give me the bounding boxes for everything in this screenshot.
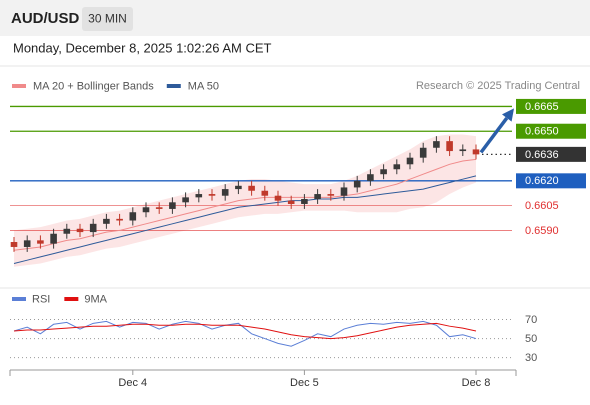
- legend-label: RSI: [32, 293, 50, 305]
- level-box: [516, 123, 586, 139]
- level-box: [516, 146, 586, 162]
- legend-swatch: [12, 297, 26, 301]
- legend-swatch: [166, 84, 181, 88]
- candle-body: [103, 218, 110, 224]
- level-label: 0.6590: [525, 225, 559, 237]
- rsi-tick-label: 50: [525, 333, 537, 345]
- candle-body: [23, 240, 31, 247]
- candle-body: [274, 195, 282, 201]
- ma-line: [13, 158, 477, 251]
- candle-body: [10, 242, 18, 247]
- candle-body: [142, 207, 150, 213]
- candle-body: [380, 169, 387, 175]
- level-box: [516, 98, 586, 114]
- candle-body: [89, 223, 97, 233]
- candle-body: [235, 185, 242, 190]
- candle-body: [37, 240, 44, 244]
- candle-body: [116, 218, 123, 221]
- candle-body: [182, 197, 189, 203]
- legend-label: 9MA: [84, 293, 107, 305]
- candle-body: [76, 228, 84, 233]
- candle-body: [63, 228, 71, 234]
- candle-body: [419, 147, 427, 158]
- level-label: 0.6605: [525, 200, 559, 212]
- source: Research © 2025 Trading Central: [416, 80, 580, 92]
- interval[interactable]: 30 MIN: [88, 12, 127, 26]
- legend-swatch: [64, 297, 79, 301]
- level-label: 0.6650: [525, 126, 559, 138]
- bollinger-band: [14, 134, 476, 267]
- candle-body: [287, 200, 295, 204]
- candle-body: [393, 164, 401, 170]
- level-box: [516, 173, 586, 189]
- candle-body: [248, 185, 255, 191]
- candle-body: [221, 189, 229, 196]
- candle-body: [50, 233, 57, 244]
- symbol: AUD/USD: [11, 10, 80, 27]
- legend-swatch: [12, 84, 26, 88]
- rsi-line: [13, 320, 477, 347]
- candle-body: [472, 149, 480, 155]
- forecast-arrowhead: [501, 108, 514, 122]
- x-tick-label: Dec 5: [290, 377, 319, 389]
- candle-body: [301, 199, 308, 204]
- level-label: 0.6665: [525, 101, 559, 113]
- candle-body: [261, 190, 269, 196]
- timestamp: Monday, December 8, 2025 1:02:26 AM CET: [13, 40, 272, 55]
- level-label: 0.6620: [525, 175, 559, 187]
- candle-body: [433, 141, 440, 148]
- candle-body: [314, 194, 321, 200]
- candle-body: [208, 194, 216, 196]
- candle-body: [446, 141, 453, 152]
- interval-badge: [82, 7, 133, 31]
- rsi-tick-label: 30: [525, 352, 537, 364]
- candle-body: [340, 187, 348, 196]
- legend-label: MA 50: [188, 80, 219, 92]
- forecast-arrow: [479, 116, 509, 154]
- candle-body: [129, 212, 137, 221]
- ma-line: [13, 175, 477, 264]
- legend-label: MA 20 + Bollinger Bands: [33, 80, 154, 92]
- candle-body: [169, 202, 176, 209]
- candle-body: [353, 180, 361, 188]
- candle-body: [195, 194, 203, 198]
- level-label: 0.6636: [525, 149, 559, 161]
- candle-body: [327, 194, 335, 196]
- x-tick-label: Dec 4: [118, 377, 147, 389]
- candle-body: [406, 157, 414, 165]
- rsi-tick-label: 70: [525, 314, 537, 326]
- x-tick-label: Dec 8: [462, 377, 491, 389]
- rsi-line: [13, 322, 477, 340]
- candle-body: [155, 207, 163, 209]
- candle-body: [459, 149, 467, 152]
- candle-body: [367, 174, 374, 181]
